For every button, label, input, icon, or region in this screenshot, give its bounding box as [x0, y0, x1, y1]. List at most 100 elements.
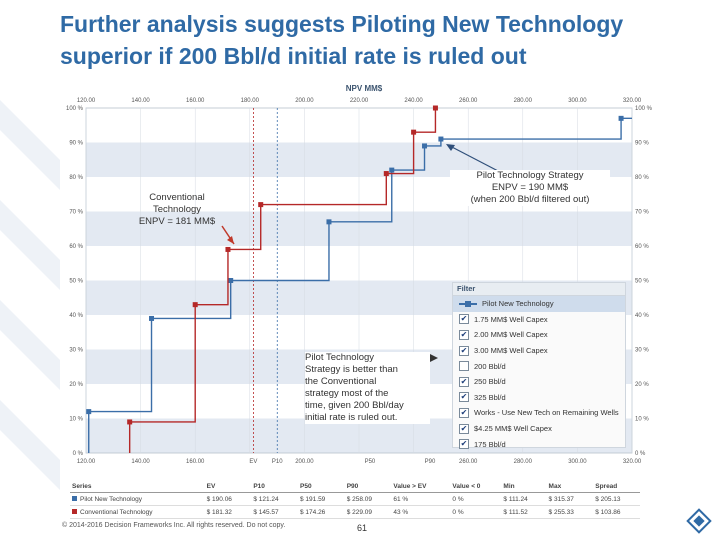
filter-item-8[interactable]: ✔ 175 Bbl/d [453, 436, 625, 452]
stats-header-cell: Series [70, 480, 205, 493]
series-0-point-1 [86, 409, 92, 415]
y-tick-right-8: 80 % [635, 175, 649, 181]
stats-body: Pilot New Technology $ 190.06 $ 121.24 $ 19… [70, 492, 640, 519]
pilot-arrowhead [446, 144, 455, 151]
x-tick-top-4: 200.00 [295, 98, 314, 104]
y-tick-right-1: 10 % [635, 417, 649, 423]
filter-title: Filter [453, 283, 625, 296]
x-tick-bottom-0: 120.00 [77, 459, 96, 465]
stats-cell: $ 229.09 [344, 505, 392, 519]
x-tick-top-6: 240.00 [404, 98, 423, 104]
y-tick-left-3: 30 % [69, 348, 83, 354]
checkbox-checked-icon[interactable]: ✔ [459, 376, 469, 387]
legend-item-pilot[interactable]: Pilot New Technology [453, 296, 625, 312]
series-0-point-3 [149, 315, 155, 321]
filter-item-label: 175 Bbl/d [474, 439, 506, 449]
stats-header-cell: Spread [593, 480, 640, 493]
checkbox-unchecked-icon[interactable] [459, 361, 469, 372]
y-tick-labels-left: 0 % 10 % 20 % 30 % 40 % 50 % 60 % 70 % 80 % 90 % 1… [66, 106, 84, 457]
y-tick-left-0: 0 % [73, 451, 84, 457]
stats-cell: 43 % [391, 505, 451, 519]
stats-header-cell: Value > EV [391, 480, 451, 493]
stats-header-cell: EV [204, 480, 252, 493]
y-tick-right-10: 100 % [635, 106, 653, 112]
stats-cell: $ 174.26 [298, 505, 345, 519]
pilot-arrow [449, 145, 501, 173]
filter-item-5[interactable]: ✔ 325 Bbl/d [453, 390, 625, 406]
series-line-1 [128, 108, 437, 453]
y-tick-right-4: 40 % [635, 313, 649, 319]
x-tick-labels-top: 120.00 140.00 160.00 180.00 200.00 220.00 240.… [77, 98, 642, 104]
y-tick-left-5: 50 % [69, 279, 83, 285]
callout-pilot: Pilot Technology Strategy ENPV = 190 MM$… [450, 170, 610, 206]
x-tick-top-9: 300.00 [568, 98, 587, 104]
title-line-1: Further analysis suggests Piloting New T… [60, 11, 624, 37]
series-1-point-9 [383, 171, 389, 177]
filter-panel: Filter Pilot New Technology ✔ 1.75 MM$ We… [452, 282, 626, 450]
y-tick-right-3: 30 % [635, 348, 649, 354]
stats-cell: $ 258.09 [344, 492, 392, 506]
chart-title: NPV MM$ [346, 84, 383, 93]
stats-cell: $ 315.37 [546, 492, 594, 506]
stats-cell: $ 205.13 [593, 492, 640, 506]
stats-row: Conventional Technology $ 181.32 $ 145.57 $… [70, 505, 640, 519]
stats-cell: 0 % [450, 505, 502, 519]
y-tick-labels-right: 0 % 10 % 20 % 30 % 40 % 50 % 60 % 70 % 80 % 90 % 1… [635, 106, 653, 457]
filter-item-4[interactable]: ✔ 250 Bbl/d [453, 374, 625, 390]
x-tick-top-5: 220.00 [350, 98, 369, 104]
series-swatch [72, 495, 77, 501]
stats-header-cell: P10 [251, 480, 298, 493]
filter-item-label: 325 Bbl/d [474, 392, 506, 402]
x-tick-bottom-11: 320.00 [623, 459, 642, 465]
series-1-point-1 [127, 419, 133, 425]
x-tick-bottom-5: 200.00 [295, 459, 314, 465]
filter-pointer-arrowhead [430, 354, 438, 362]
stats-header-cell: Min [501, 480, 547, 493]
filter-item-3[interactable]: 200 Bbl/d [453, 358, 625, 374]
y-tick-left-6: 60 % [69, 244, 83, 250]
legend-swatch [459, 300, 477, 308]
filter-item-label: 250 Bbl/d [474, 377, 506, 387]
checkbox-checked-icon[interactable]: ✔ [459, 407, 469, 418]
filter-item-7[interactable]: ✔ $4.25 MM$ Well Capex [453, 421, 625, 437]
checkbox-checked-icon[interactable]: ✔ [459, 329, 469, 340]
checkbox-checked-icon[interactable]: ✔ [459, 345, 469, 356]
chart-series [86, 105, 632, 453]
checkbox-checked-icon[interactable]: ✔ [459, 439, 469, 450]
checkbox-checked-icon[interactable]: ✔ [459, 314, 469, 325]
filter-item-label: 200 Bbl/d [474, 361, 506, 371]
stats-cell: 61 % [391, 492, 451, 506]
stats-header-cell: P50 [298, 480, 345, 493]
statistics-table: Series EV P10 P50 P90 Value > EV Value < 0 Min M… [70, 480, 640, 519]
stats-cell: 0 % [450, 492, 502, 506]
filter-item-2[interactable]: ✔ 3.00 MM$ Well Capex [453, 343, 625, 359]
x-tick-bottom-8: 260.00 [459, 459, 478, 465]
stats-cell: Conventional Technology [70, 505, 205, 519]
decorative-stripes [0, 100, 60, 490]
series-1-point-5 [225, 246, 231, 252]
x-tick-bottom-1: 140.00 [131, 459, 150, 465]
stats-cell: Pilot New Technology [70, 492, 205, 506]
filter-item-0[interactable]: ✔ 1.75 MM$ Well Capex [453, 312, 625, 328]
stats-header-cell: P90 [344, 480, 392, 493]
stats-cell: $ 111.52 [501, 505, 547, 519]
page-number: 61 [357, 523, 368, 533]
x-tick-bottom-9: 280.00 [514, 459, 533, 465]
y-tick-right-5: 50 % [635, 279, 649, 285]
y-tick-right-6: 60 % [635, 244, 649, 250]
filter-item-6[interactable]: ✔ Works - Use New Tech on Remaining Wells [453, 405, 625, 421]
checkbox-checked-icon[interactable]: ✔ [459, 423, 469, 434]
filter-item-1[interactable]: ✔ 2.00 MM$ Well Capex [453, 327, 625, 343]
title-line-2: superior if 200 Bbl/d initial rate is ru… [60, 43, 527, 69]
series-1-point-11 [411, 129, 417, 135]
callout-comparison: Pilot Technology Strategy is better than… [305, 352, 430, 424]
series-0-point-5 [228, 278, 234, 283]
checkbox-checked-icon[interactable]: ✔ [459, 392, 469, 403]
x-tick-top-8: 280.00 [514, 98, 533, 104]
series-line-0 [88, 117, 632, 453]
x-tick-top-7: 260.00 [459, 98, 478, 104]
x-tick-top-2: 160.00 [186, 98, 205, 104]
stats-header-cell: Value < 0 [450, 480, 502, 493]
x-tick-bottom-3: EV [249, 459, 257, 465]
x-tick-top-0: 120.00 [77, 98, 96, 104]
